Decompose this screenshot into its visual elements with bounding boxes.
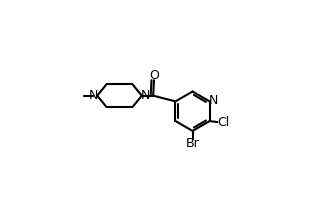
- Text: N: N: [209, 94, 218, 107]
- Text: O: O: [149, 69, 159, 82]
- Text: N: N: [141, 89, 150, 102]
- Text: N: N: [89, 89, 98, 102]
- Text: Cl: Cl: [217, 116, 229, 129]
- Text: Br: Br: [186, 137, 200, 150]
